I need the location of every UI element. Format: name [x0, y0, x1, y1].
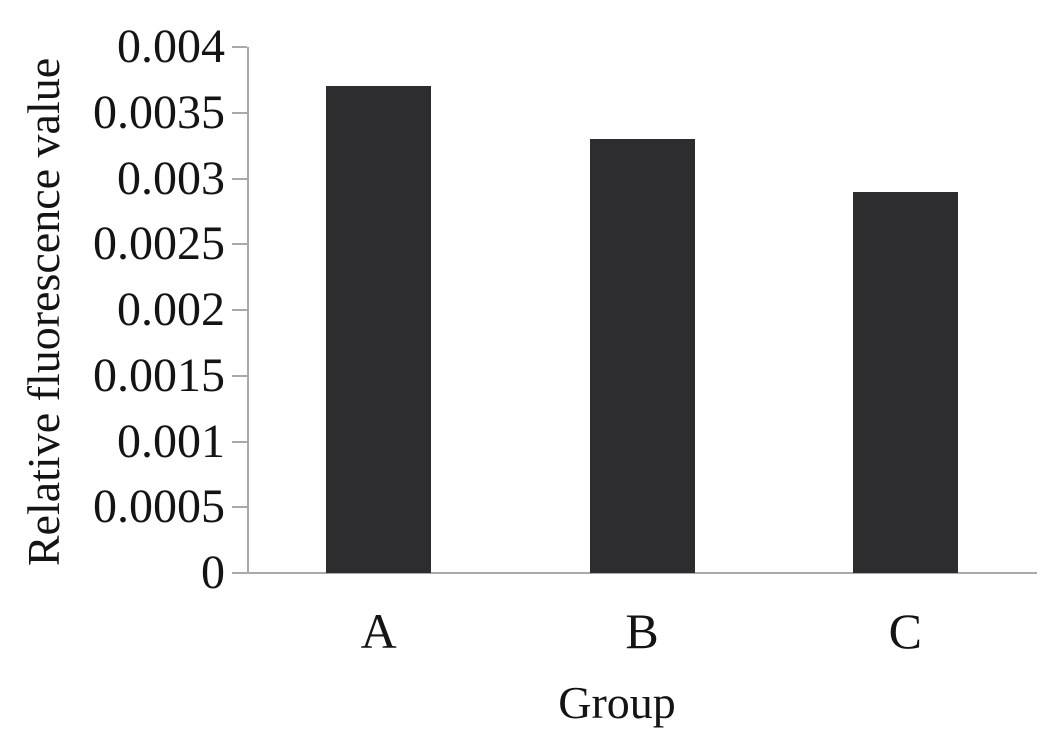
x-category-label: B	[625, 603, 659, 659]
x-category-label: A	[360, 603, 397, 659]
bar-B	[589, 139, 695, 573]
y-tick-mark	[232, 243, 247, 246]
y-tick-label: 0.004	[117, 20, 225, 73]
y-tick-label: 0.003	[117, 151, 225, 205]
y-tick-mark	[232, 111, 247, 114]
y-tick-label: 0.0025	[93, 217, 225, 271]
y-tick-label: 0.001	[117, 414, 225, 468]
x-axis-line	[233, 572, 1037, 574]
bar-A	[326, 86, 432, 573]
plot-area: 0.004 0.0035 0.003 0.0025 0.002 0.0015 0.001 0.…	[93, 20, 1037, 659]
y-axis-line	[247, 47, 249, 573]
y-tick-mark	[232, 177, 247, 180]
y-tick-mark	[232, 46, 247, 48]
y-tick-label: 0.002	[117, 283, 225, 336]
x-category-label: C	[888, 603, 922, 659]
y-tick-mark	[232, 572, 247, 574]
y-tick-label: 0.0005	[93, 480, 225, 534]
x-axis-title: Group	[558, 677, 676, 728]
y-tick-mark	[232, 374, 247, 377]
y-tick-mark	[232, 440, 247, 443]
y-tick-label: 0.0035	[93, 85, 225, 139]
y-tick-mark	[232, 309, 247, 311]
bar-C	[852, 192, 958, 573]
y-axis-title: Relative fluorescence value	[18, 57, 69, 567]
y-tick-label: 0.0015	[93, 348, 225, 402]
y-tick-mark	[232, 506, 247, 509]
y-tick-label: 0	[201, 546, 225, 599]
